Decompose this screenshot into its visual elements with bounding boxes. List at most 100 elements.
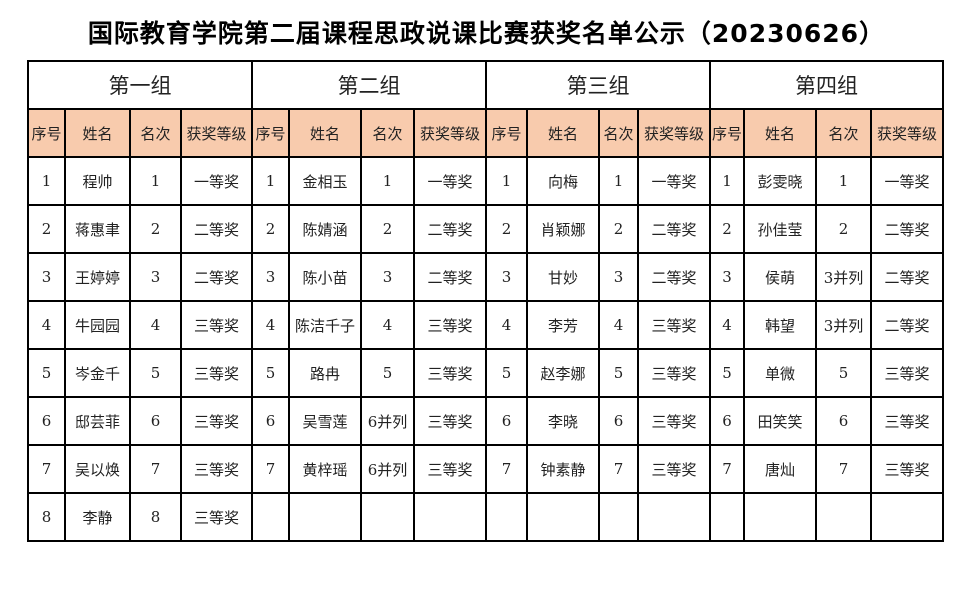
cell-rank: 5 (598, 348, 639, 398)
cell-seq: 2 (27, 204, 66, 254)
cell-award: 三等奖 (180, 396, 253, 446)
cell-name: 岑金千 (64, 348, 131, 398)
cell-rank: 6并列 (360, 396, 415, 446)
column-header-name: 姓名 (64, 108, 131, 158)
column-header-name: 姓名 (526, 108, 600, 158)
cell-rank: 5 (129, 348, 182, 398)
empty-cell (526, 492, 600, 542)
cell-name: 田笑笑 (743, 396, 817, 446)
cell-seq: 1 (251, 156, 290, 206)
cell-rank: 2 (815, 204, 872, 254)
cell-name: 孙佳莹 (743, 204, 817, 254)
cell-rank: 8 (129, 492, 182, 542)
cell-seq: 3 (251, 252, 290, 302)
cell-award: 三等奖 (637, 300, 711, 350)
cell-name: 侯萌 (743, 252, 817, 302)
cell-name: 甘妙 (526, 252, 600, 302)
cell-rank: 7 (815, 444, 872, 494)
cell-name: 金相玉 (288, 156, 362, 206)
cell-name: 陈小苗 (288, 252, 362, 302)
cell-award: 一等奖 (637, 156, 711, 206)
cell-rank: 6并列 (360, 444, 415, 494)
cell-award: 二等奖 (870, 204, 944, 254)
cell-rank: 3并列 (815, 252, 872, 302)
cell-name: 程帅 (64, 156, 131, 206)
cell-seq: 1 (485, 156, 528, 206)
column-header-name: 姓名 (288, 108, 362, 158)
cell-award: 三等奖 (180, 348, 253, 398)
column-header-seq: 序号 (251, 108, 290, 158)
column-header-award: 获奖等级 (637, 108, 711, 158)
cell-rank: 6 (129, 396, 182, 446)
cell-award: 三等奖 (637, 444, 711, 494)
cell-award: 三等奖 (180, 492, 253, 542)
cell-rank: 7 (598, 444, 639, 494)
cell-rank: 4 (598, 300, 639, 350)
cell-award: 二等奖 (637, 252, 711, 302)
cell-award: 二等奖 (413, 204, 487, 254)
cell-name: 李晓 (526, 396, 600, 446)
cell-award: 二等奖 (637, 204, 711, 254)
cell-rank: 1 (815, 156, 872, 206)
cell-seq: 6 (27, 396, 66, 446)
empty-cell (360, 492, 415, 542)
cell-seq: 7 (251, 444, 290, 494)
cell-seq: 4 (27, 300, 66, 350)
group-title: 第三组 (485, 60, 711, 110)
award-table: 第一组 第二组 第三组 第四组 序号 姓名 名次 获奖等级 序号 姓名 名次 获奖等级 序号 姓名 名次 获奖… (27, 60, 944, 542)
cell-name: 李芳 (526, 300, 600, 350)
cell-name: 邸芸菲 (64, 396, 131, 446)
empty-cell (251, 492, 290, 542)
cell-name: 吴以焕 (64, 444, 131, 494)
table-row: 1 程帅 1 一等奖 1 金相玉 1 一等奖 1 向梅 1 一等奖 1 彭雯晓 1 一等奖 (27, 156, 944, 206)
cell-award: 三等奖 (870, 396, 944, 446)
cell-seq: 5 (485, 348, 528, 398)
cell-seq: 8 (27, 492, 66, 542)
cell-seq: 4 (251, 300, 290, 350)
group-header-row: 第一组 第二组 第三组 第四组 (27, 60, 944, 110)
cell-name: 陈洁千子 (288, 300, 362, 350)
cell-rank: 2 (360, 204, 415, 254)
cell-award: 三等奖 (870, 444, 944, 494)
cell-name: 李静 (64, 492, 131, 542)
cell-rank: 2 (129, 204, 182, 254)
cell-award: 三等奖 (180, 444, 253, 494)
cell-seq: 2 (709, 204, 745, 254)
cell-rank: 3 (598, 252, 639, 302)
cell-rank: 1 (129, 156, 182, 206)
empty-cell (413, 492, 487, 542)
column-header-seq: 序号 (27, 108, 66, 158)
cell-name: 唐灿 (743, 444, 817, 494)
cell-rank: 1 (360, 156, 415, 206)
cell-seq: 6 (709, 396, 745, 446)
cell-name: 陈婧涵 (288, 204, 362, 254)
cell-name: 牛园园 (64, 300, 131, 350)
column-header-rank: 名次 (129, 108, 182, 158)
column-header-row: 序号 姓名 名次 获奖等级 序号 姓名 名次 获奖等级 序号 姓名 名次 获奖等级 序号 姓名 名次 获奖等级 (27, 108, 944, 158)
empty-cell (870, 492, 944, 542)
cell-name: 黄梓瑶 (288, 444, 362, 494)
cell-seq: 2 (251, 204, 290, 254)
column-header-name: 姓名 (743, 108, 817, 158)
cell-seq: 3 (485, 252, 528, 302)
cell-rank: 3并列 (815, 300, 872, 350)
cell-name: 向梅 (526, 156, 600, 206)
table-row: 4 牛园园 4 三等奖 4 陈洁千子 4 三等奖 4 李芳 4 三等奖 4 韩望 3并列 二等奖 (27, 300, 944, 350)
column-header-seq: 序号 (485, 108, 528, 158)
cell-award: 三等奖 (637, 348, 711, 398)
cell-rank: 7 (129, 444, 182, 494)
cell-seq: 7 (709, 444, 745, 494)
table-row: 3 王婷婷 3 二等奖 3 陈小苗 3 二等奖 3 甘妙 3 二等奖 3 侯萌 3并列 二等奖 (27, 252, 944, 302)
cell-name: 王婷婷 (64, 252, 131, 302)
group-title: 第二组 (251, 60, 487, 110)
cell-seq: 2 (485, 204, 528, 254)
column-header-rank: 名次 (815, 108, 872, 158)
page-title: 国际教育学院第二届课程思政说课比赛获奖名单公示（20230626） (87, 19, 886, 48)
column-header-rank: 名次 (360, 108, 415, 158)
group-title: 第一组 (27, 60, 253, 110)
column-header-award: 获奖等级 (413, 108, 487, 158)
empty-cell (288, 492, 362, 542)
cell-award: 二等奖 (413, 252, 487, 302)
table-row: 6 邸芸菲 6 三等奖 6 吴雪莲 6并列 三等奖 6 李晓 6 三等奖 6 田笑笑 6 三等奖 (27, 396, 944, 446)
cell-award: 三等奖 (413, 300, 487, 350)
